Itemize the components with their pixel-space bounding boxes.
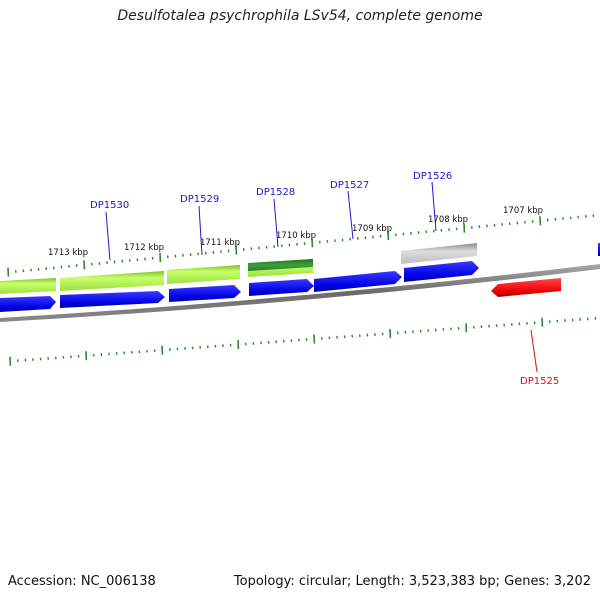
cog-feature (401, 243, 477, 264)
leader-line (347, 190, 354, 240)
leader-line (105, 211, 111, 261)
scale-label: 1709 kbp (352, 224, 392, 234)
scale-label: 1707 kbp (503, 206, 543, 216)
leader-line (530, 329, 538, 373)
cog-feature (0, 278, 56, 294)
gene-label-dp1526: DP1526 (413, 171, 452, 182)
gene-label-dp1530: DP1530 (90, 200, 129, 211)
scale-label: 1712 kbp (124, 243, 164, 253)
gene-arrow-forward (0, 296, 56, 312)
inner-tick-track (9, 316, 597, 366)
scale-label: 1713 kbp (48, 248, 88, 258)
scale-label: 1708 kbp (428, 215, 468, 225)
gene-label-leaders (105, 181, 538, 373)
gene-label-dp1529: DP1529 (180, 194, 219, 205)
scale-label: 1711 kbp (200, 238, 240, 248)
cog-feature (248, 259, 313, 271)
cog-track (0, 243, 477, 294)
gene-labels: DP1530 DP1529 DP1528 DP1527 DP1526 DP152… (90, 171, 559, 387)
gene-arrow-forward (314, 271, 402, 292)
cds-track (0, 243, 600, 312)
gene-arrow-forward (249, 279, 314, 296)
gene-arrow-forward (169, 285, 241, 302)
scale-label: 1710 kbp (276, 231, 316, 241)
scale-labels: 1713 kbp 1712 kbp 1711 kbp 1710 kbp 1709… (48, 206, 543, 258)
gene-label-dp1528: DP1528 (256, 187, 295, 198)
gene-label-dp1525: DP1525 (520, 376, 559, 387)
gene-arrow-forward (60, 291, 165, 308)
leader-line (198, 205, 203, 256)
genome-backbone (0, 264, 600, 322)
map-title: Desulfotalea psychrophila LSv54, complet… (117, 8, 483, 24)
leader-line (273, 198, 279, 248)
outer-tick-track (7, 214, 595, 277)
gene-arrow-forward (404, 261, 479, 282)
leader-line (431, 181, 437, 232)
cog-feature (60, 271, 164, 291)
gene-label-dp1527: DP1527 (330, 180, 369, 191)
gene-arrow-reverse (491, 278, 561, 297)
genome-summary-text: Topology: circular; Length: 3,523,383 bp… (233, 574, 591, 589)
cog-feature (167, 265, 240, 284)
accession-text: Accession: NC_006138 (8, 574, 156, 589)
